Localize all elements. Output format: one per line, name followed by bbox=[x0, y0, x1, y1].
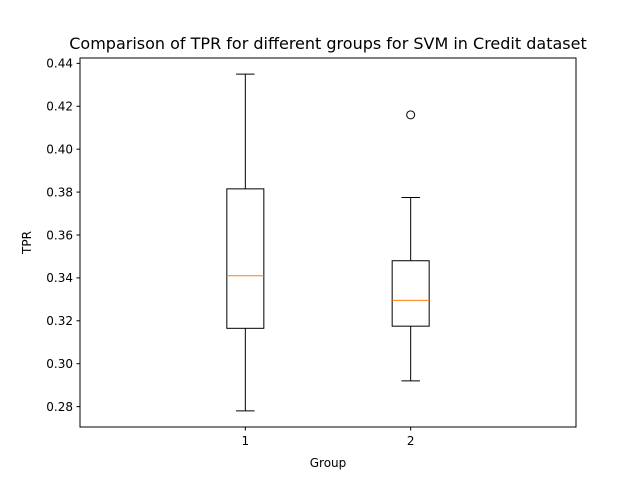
y-tick-label: 0.30 bbox=[46, 357, 73, 371]
iqr-box bbox=[391, 260, 430, 327]
y-axis: 0.28 0.30 0.32 0.34 0.36 0.38 0.40 0.42 0.44 bbox=[46, 57, 80, 414]
iqr-box bbox=[226, 188, 265, 329]
x-tick-label: 1 bbox=[242, 434, 250, 448]
box-group-1 bbox=[226, 73, 265, 412]
y-axis-label: TPR bbox=[20, 231, 34, 255]
y-tick-label: 0.28 bbox=[46, 400, 73, 414]
outlier-point bbox=[406, 110, 416, 120]
y-tick-label: 0.34 bbox=[46, 271, 73, 285]
box-group-2 bbox=[391, 110, 430, 382]
y-tick-label: 0.44 bbox=[46, 57, 73, 71]
y-tick-label: 0.36 bbox=[46, 228, 73, 242]
y-tick-label: 0.32 bbox=[46, 314, 73, 328]
y-tick-label: 0.42 bbox=[46, 100, 73, 114]
x-axis-label: Group bbox=[310, 456, 347, 470]
plot-area bbox=[226, 73, 430, 412]
y-tick-label: 0.40 bbox=[46, 142, 73, 156]
y-tick-label: 0.38 bbox=[46, 185, 73, 199]
axes-frame bbox=[79, 57, 577, 428]
chart-title: Comparison of TPR for different groups f… bbox=[69, 34, 586, 53]
x-tick-label: 2 bbox=[407, 434, 415, 448]
